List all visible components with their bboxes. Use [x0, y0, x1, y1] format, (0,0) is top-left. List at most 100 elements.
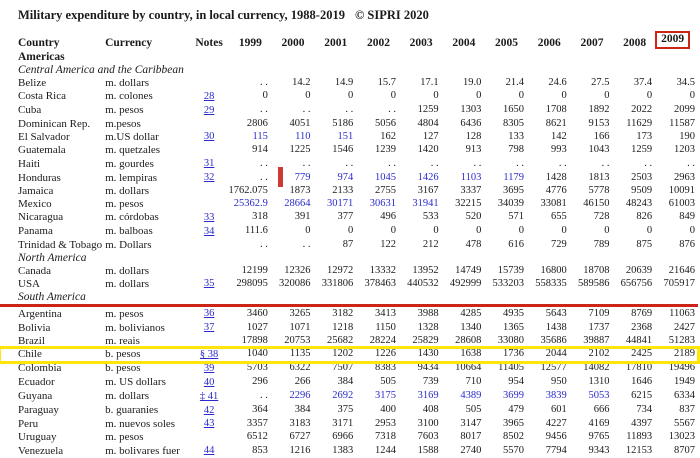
note-link[interactable]: 33 — [203, 211, 215, 223]
column-header-2006: 2006 — [537, 37, 561, 49]
note-link[interactable]: 34 — [203, 225, 215, 237]
value-cell: 3839 — [545, 390, 567, 402]
note-link[interactable]: 30 — [203, 131, 215, 143]
value-cell: . . — [687, 157, 695, 169]
value-cell: 24.6 — [548, 76, 567, 88]
currency-cell: m. gourdes — [105, 157, 154, 170]
column-header-2002: 2002 — [366, 37, 390, 49]
value-cell: 1588 — [417, 444, 439, 456]
value-cell: 8383 — [374, 362, 396, 374]
value-cell: 1045 — [374, 171, 396, 183]
value-cell: 5056 — [374, 117, 396, 129]
value-cell: 318 — [252, 211, 268, 223]
currency-cell: m. bolivianos — [105, 321, 165, 334]
value-cell: 4389 — [460, 390, 482, 402]
country-cell: Venezuela — [18, 444, 64, 457]
value-cell: 5703 — [246, 362, 268, 374]
value-cell: 4285 — [460, 307, 482, 319]
value-cell: 162 — [380, 130, 396, 142]
value-cell: 1226 — [374, 348, 396, 360]
column-header-notes: Notes — [195, 37, 223, 49]
note-link[interactable]: 29 — [203, 104, 215, 116]
note-link[interactable]: 32 — [203, 172, 215, 184]
value-cell: 27.5 — [591, 76, 610, 88]
value-cell: . . — [430, 157, 439, 169]
row-jamaica: Jamaica m. dollars 1762.075 1873 2133 2755 316… — [0, 185, 698, 198]
row-belize: Belize m. dollars . . 14.2 14.9 15.7 17.1 19.0 2… — [0, 77, 698, 90]
value-cell: 1328 — [417, 321, 439, 333]
value-cell: 601 — [551, 404, 567, 416]
value-cell: 384 — [294, 404, 311, 416]
note-link[interactable]: 37 — [203, 322, 215, 334]
value-cell: 496 — [380, 211, 396, 223]
note-link[interactable]: 28 — [203, 90, 215, 102]
value-cell: 9343 — [588, 444, 610, 456]
value-cell: 1873 — [289, 185, 311, 197]
value-cell: . . — [388, 104, 396, 116]
value-cell: 4227 — [545, 417, 567, 429]
country-cell: Honduras — [18, 171, 61, 184]
notes-cell: 44 — [190, 444, 228, 458]
section-heading-row-south-america: South America — [0, 291, 698, 308]
value-cell: . . — [516, 157, 525, 169]
currency-cell: m. pesos — [105, 307, 144, 320]
notes-cell — [190, 431, 228, 444]
note-link[interactable]: 42 — [203, 404, 215, 416]
value-cell: 0 — [689, 225, 695, 237]
value-cell: 11063 — [669, 307, 695, 319]
title-text: Military expenditure by country, in loca… — [18, 8, 345, 22]
document-title: Military expenditure by country, in loca… — [0, 0, 700, 23]
note-link[interactable]: 39 — [203, 362, 215, 374]
value-cell: 520 — [465, 211, 482, 223]
note-link[interactable]: 44 — [203, 445, 215, 457]
value-cell: 0 — [305, 225, 311, 237]
currency-cell: m. dollars — [105, 277, 150, 290]
value-cell: 779 — [271, 167, 314, 188]
value-cell: 34039 — [497, 197, 525, 209]
value-cell: 127 — [422, 130, 439, 142]
value-cell: 837 — [679, 404, 695, 416]
value-cell: 8305 — [503, 117, 525, 129]
notes-cell: 32 — [190, 171, 228, 185]
value-cell: 875 — [636, 238, 653, 250]
value-cell: 21646 — [668, 264, 695, 276]
notes-cell: 43 — [190, 417, 228, 431]
row-argentina: Argentina m. pesos 36 3460 3265 3182 3413 3988 4… — [0, 306, 698, 321]
country-cell: Brazil — [18, 335, 45, 348]
value-cell: 974 — [337, 171, 354, 183]
section-heading: South America — [0, 291, 698, 308]
currency-cell: m. colones — [105, 90, 153, 103]
value-cell: 734 — [636, 404, 653, 416]
note-link[interactable]: 43 — [203, 418, 215, 430]
value-cell: 533 — [422, 211, 439, 223]
value-cell: 166 — [593, 130, 610, 142]
value-cell: 1179 — [503, 171, 525, 183]
note-link[interactable]: 36 — [203, 308, 215, 320]
value-cell: 28608 — [455, 335, 482, 347]
value-cell: 1365 — [503, 321, 525, 333]
row-cuba: Cuba m. pesos 29 . . . . . . . . 1259 1303 1650 17… — [0, 104, 698, 118]
value-cell: 12199 — [241, 264, 268, 276]
note-link[interactable]: § 38 — [199, 348, 219, 360]
currency-cell: m. bolivares fuer — [105, 444, 180, 457]
note-link[interactable]: 31 — [203, 158, 215, 170]
value-cell: 3100 — [417, 417, 439, 429]
value-cell: 151 — [337, 130, 354, 142]
note-link[interactable]: 35 — [203, 278, 215, 290]
currency-cell: m. dollars — [105, 76, 150, 89]
value-cell: 656756 — [620, 277, 653, 289]
value-cell: 5567 — [674, 417, 695, 429]
value-cell: . . — [345, 157, 354, 169]
value-cell: 1546 — [332, 144, 354, 156]
value-cell: 0 — [646, 90, 653, 102]
value-cell: 111.6 — [244, 225, 268, 237]
section-heading-row-north-america: North America — [0, 252, 698, 265]
note-link[interactable]: ‡ 41 — [199, 390, 219, 402]
column-header-2001: 2001 — [324, 37, 348, 49]
value-cell: 1203 — [674, 144, 695, 156]
row-haiti: Haiti m. gourdes 31 . . . . . . . . . . . . . . . … — [0, 157, 698, 171]
section-heading-row-americas: Americas — [0, 51, 698, 64]
note-link[interactable]: 40 — [203, 376, 215, 388]
value-cell: 1737 — [588, 321, 610, 333]
value-cell: 0 — [518, 90, 525, 102]
